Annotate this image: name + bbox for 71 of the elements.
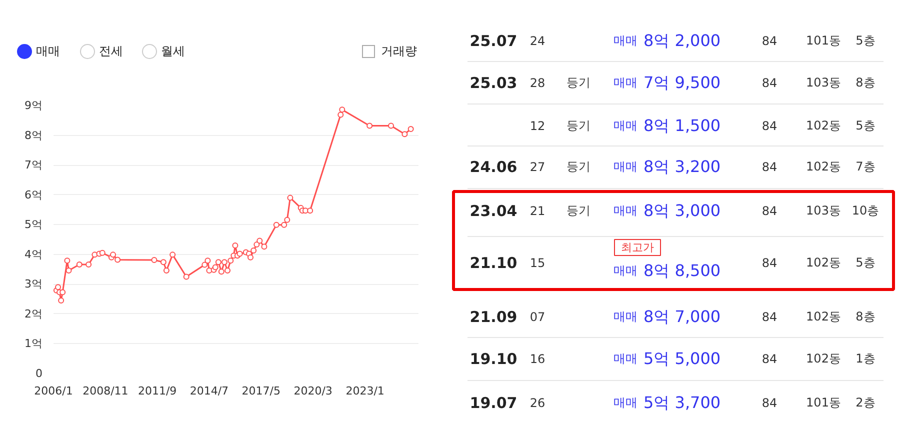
text: 25.07 24 매매 8억 2,000 84 101동 5층 <box>470 31 876 50</box>
point <box>281 222 288 228</box>
point <box>163 267 170 274</box>
text: 21.10 15 최고가 매매 8억 8,500 84 102동 5층 <box>470 241 876 280</box>
text: 월세 <box>161 43 185 60</box>
text: 매매 <box>36 43 60 60</box>
point <box>232 242 238 248</box>
y-tick-label: 3억 <box>24 278 42 291</box>
y-tick-label: 8억 <box>24 128 42 142</box>
text: 12 등기 매매 8억 1,500 84 102동 5층 <box>530 116 876 135</box>
text: 23.04 21 등기 매매 8억 3,000 84 103동 10층 <box>470 201 880 220</box>
point <box>218 268 224 275</box>
text: 25.03 28 등기 매매 7억 9,500 84 103동 8층 <box>470 73 876 92</box>
point <box>250 248 257 254</box>
point <box>236 250 243 257</box>
point <box>254 242 260 248</box>
x-tick-label: 2014/7 <box>190 384 229 398</box>
y-tick-label: 1억 <box>24 337 42 350</box>
point <box>204 258 211 264</box>
y-tick-label: 6억 <box>24 188 42 202</box>
text: 24.06 27 등기 매매 8억 3,200 84 102동 7층 <box>470 157 876 176</box>
y-tick-label: 7억 <box>24 158 42 172</box>
point <box>151 257 158 264</box>
point <box>284 216 290 223</box>
point <box>273 222 280 228</box>
text: 19.07 26 매매 5억 3,700 84 101동 2층 <box>470 393 876 412</box>
point <box>114 256 121 263</box>
point <box>388 122 394 129</box>
point <box>408 126 414 132</box>
point <box>170 252 176 258</box>
point <box>160 259 166 266</box>
point <box>66 267 72 274</box>
point <box>307 208 314 214</box>
point <box>64 258 70 264</box>
point <box>224 267 231 274</box>
point <box>248 254 254 260</box>
point <box>55 284 62 290</box>
text: 19.10 16 매매 5억 5,000 84 102동 1층 <box>470 349 876 368</box>
x-tick-label: 2008/11 <box>82 384 128 398</box>
y-tick-label: 9억 <box>24 99 42 112</box>
point <box>212 264 218 270</box>
point <box>366 122 373 129</box>
text: 거래량 <box>381 43 417 60</box>
x-tick-label: 2020/3 <box>294 384 332 398</box>
y-tick-label: 0 <box>36 367 42 380</box>
point <box>110 252 116 258</box>
point <box>338 112 344 118</box>
point <box>402 131 408 138</box>
text: 전세 <box>99 43 123 60</box>
point <box>261 244 268 250</box>
point <box>60 289 66 296</box>
point <box>228 258 234 264</box>
x-tick-label: 2023/1 <box>346 384 384 398</box>
point <box>339 106 346 113</box>
point <box>287 194 294 201</box>
point <box>99 250 106 256</box>
x-tick-label: 2017/5 <box>242 384 280 398</box>
point <box>183 274 190 280</box>
point <box>58 298 64 304</box>
point <box>202 262 208 268</box>
point <box>221 259 228 266</box>
point <box>86 262 92 268</box>
point <box>215 259 222 266</box>
point <box>76 262 82 268</box>
x-tick-label: 2011/9 <box>138 384 177 398</box>
point <box>256 238 263 244</box>
y-tick-label: 5억 <box>24 218 42 232</box>
y-tick-label: 2억 <box>24 307 42 320</box>
x-tick-label: 2006/1 <box>34 384 73 398</box>
text: 21.09 07 매매 8억 7,000 84 102동 8층 <box>470 307 876 326</box>
y-tick-label: 4억 <box>24 248 42 261</box>
